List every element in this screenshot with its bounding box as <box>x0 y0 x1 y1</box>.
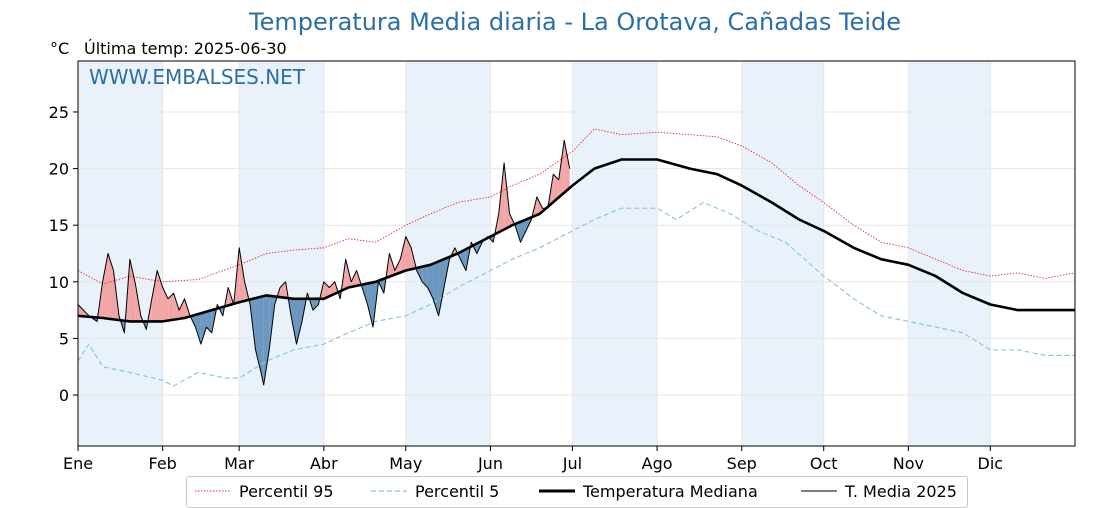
x-tick-label-ene: Ene <box>63 454 93 473</box>
x-tick-label-mar: Mar <box>224 454 255 473</box>
y-tick-label: 10 <box>49 273 69 292</box>
y-tick-label: 5 <box>59 329 69 348</box>
month-band-nov <box>908 61 990 446</box>
fill-below-median <box>201 312 206 344</box>
x-tick-label-oct: Oct <box>810 454 838 473</box>
watermark: WWW.EMBALSES.NET <box>89 65 306 89</box>
x-tick-label-dic: Dic <box>978 454 1004 473</box>
legend: Percentil 95 Percentil 5 Temperatura Med… <box>186 476 968 508</box>
legend-label-current: T. Media 2025 <box>845 482 957 501</box>
fill-below-median <box>261 296 264 385</box>
y-tick-label: 15 <box>49 216 69 235</box>
x-tick-label-jun: Jun <box>477 454 503 473</box>
legend-label-p5: Percentil 5 <box>415 482 499 501</box>
legend-label-p95: Percentil 95 <box>239 482 334 501</box>
x-tick-label-ago: Ago <box>642 454 673 473</box>
y-tick-label: 0 <box>59 386 69 405</box>
month-band-ene <box>78 61 163 446</box>
fill-below-median <box>368 282 373 327</box>
x-tick-label-sep: Sep <box>727 454 757 473</box>
x-tick-label-may: May <box>389 454 422 473</box>
y-unit-label: °C <box>50 39 69 58</box>
legend-label-median: Temperatura Mediana <box>583 482 758 501</box>
fill-below-median <box>521 220 526 243</box>
month-band-may <box>406 61 491 446</box>
month-band-sep <box>742 61 824 446</box>
y-tick-label: 20 <box>49 160 69 179</box>
x-tick-label-nov: Nov <box>893 454 924 473</box>
x-tick-label-abr: Abr <box>310 454 338 473</box>
chart-title: Temperatura Media diaria - La Orotava, C… <box>0 8 1120 36</box>
x-tick-label-jul: Jul <box>562 454 582 473</box>
month-band-jul <box>572 61 657 446</box>
month-band-mar <box>239 61 324 446</box>
x-tick-label-feb: Feb <box>149 454 177 473</box>
last-temp-label: Última temp: 2025-06-30 <box>84 39 287 58</box>
y-tick-label: 25 <box>49 103 69 122</box>
